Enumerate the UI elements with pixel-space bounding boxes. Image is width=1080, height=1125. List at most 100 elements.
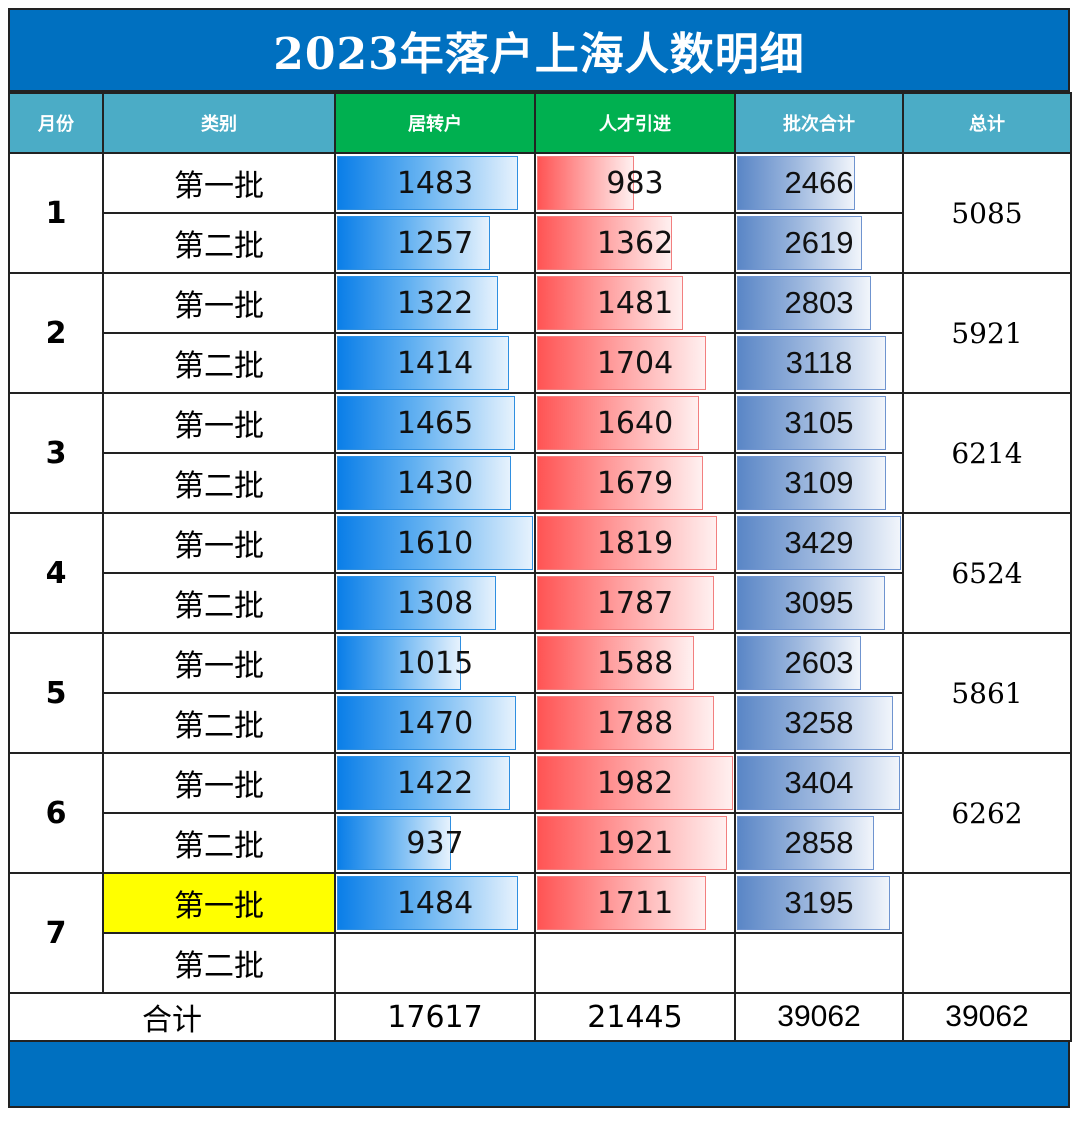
- category-cell[interactable]: 第一批: [102, 392, 336, 454]
- rencai-cell[interactable]: 1787: [534, 572, 736, 634]
- category-cell[interactable]: 第二批: [102, 692, 336, 754]
- category-cell[interactable]: 第二批: [102, 452, 336, 514]
- rencai-cell[interactable]: 1704: [534, 332, 736, 394]
- month-total-cell[interactable]: 5085: [902, 152, 1072, 274]
- rencai-data-bar: [537, 756, 733, 810]
- rencai-cell[interactable]: 983: [534, 152, 736, 214]
- month-cell[interactable]: 6: [8, 752, 104, 874]
- summary-label[interactable]: 合计: [8, 992, 336, 1042]
- summary-batch-sum[interactable]: 39062: [734, 992, 904, 1042]
- pici-data-bar: [737, 336, 886, 390]
- table-row: 第二批 1257 1362 2619: [9, 212, 1071, 274]
- pici-value: 3118: [785, 345, 853, 380]
- category-cell[interactable]: 第一批: [102, 512, 336, 574]
- rencai-cell[interactable]: 1788: [534, 692, 736, 754]
- juzhuan-cell[interactable]: 937: [334, 812, 536, 874]
- juzhuan-cell[interactable]: 1414: [334, 332, 536, 394]
- pici-value: 2466: [784, 165, 854, 200]
- table-row: 2 第一批 1322 1481 2803 5921: [8, 272, 1072, 394]
- table-row: 5 第一批 1015 1588 2603 5861: [8, 632, 1072, 754]
- juzhuan-cell[interactable]: [334, 932, 536, 994]
- header-rencai[interactable]: 人才引进: [534, 92, 736, 154]
- juzhuan-cell[interactable]: 1430: [334, 452, 536, 514]
- juzhuan-cell[interactable]: 1322: [334, 272, 536, 334]
- month-cell[interactable]: 3: [8, 392, 104, 514]
- pici-cell[interactable]: 3258: [734, 692, 904, 754]
- pici-cell[interactable]: 3109: [734, 452, 904, 514]
- rencai-cell[interactable]: 1640: [534, 392, 736, 454]
- juzhuan-data-bar: [337, 216, 490, 270]
- pici-value: 2858: [784, 825, 854, 860]
- month-cell[interactable]: 2: [8, 272, 104, 394]
- category-cell[interactable]: 第一批: [102, 872, 336, 934]
- rencai-cell[interactable]: 1679: [534, 452, 736, 514]
- rencai-value: 1819: [596, 525, 674, 561]
- rencai-data-bar: [537, 456, 703, 510]
- footer-bar: [8, 1042, 1070, 1108]
- month-total-cell[interactable]: 5921: [902, 272, 1072, 394]
- month-total-cell[interactable]: 5861: [902, 632, 1072, 754]
- header-month[interactable]: 月份: [8, 92, 104, 154]
- rencai-value: 1787: [596, 585, 674, 621]
- month-total-cell[interactable]: [902, 872, 1072, 994]
- pici-cell[interactable]: 3095: [734, 572, 904, 634]
- rencai-cell[interactable]: 1362: [534, 212, 736, 274]
- category-cell[interactable]: 第二批: [102, 332, 336, 394]
- pici-cell[interactable]: 3195: [734, 872, 904, 934]
- pici-data-bar: [737, 216, 862, 270]
- category-cell[interactable]: 第二批: [102, 812, 336, 874]
- juzhuan-cell[interactable]: 1483: [334, 152, 536, 214]
- category-cell[interactable]: 第一批: [102, 272, 336, 334]
- rencai-cell[interactable]: 1921: [534, 812, 736, 874]
- pici-cell[interactable]: 3404: [734, 752, 904, 814]
- header-category[interactable]: 类别: [102, 92, 336, 154]
- month-cell[interactable]: 7: [8, 872, 104, 994]
- summary-rencai[interactable]: 21445: [534, 992, 736, 1042]
- month-cell[interactable]: 5: [8, 632, 104, 754]
- summary-juzhuan[interactable]: 17617: [334, 992, 536, 1042]
- rencai-cell[interactable]: 1711: [534, 872, 736, 934]
- pici-cell[interactable]: 2803: [734, 272, 904, 334]
- header-batch-sum[interactable]: 批次合计: [734, 92, 904, 154]
- summary-total[interactable]: 39062: [902, 992, 1072, 1042]
- rencai-cell[interactable]: 1982: [534, 752, 736, 814]
- juzhuan-cell[interactable]: 1470: [334, 692, 536, 754]
- pici-cell[interactable]: 2466: [734, 152, 904, 214]
- pici-cell[interactable]: 3429: [734, 512, 904, 574]
- category-cell[interactable]: 第二批: [102, 932, 336, 994]
- juzhuan-cell[interactable]: 1257: [334, 212, 536, 274]
- juzhuan-cell[interactable]: 1610: [334, 512, 536, 574]
- header-juzhuan[interactable]: 居转户: [334, 92, 536, 154]
- month-cell[interactable]: 1: [8, 152, 104, 274]
- juzhuan-cell[interactable]: 1308: [334, 572, 536, 634]
- month-total-cell[interactable]: 6214: [902, 392, 1072, 514]
- rencai-cell[interactable]: [534, 932, 736, 994]
- juzhuan-cell[interactable]: 1422: [334, 752, 536, 814]
- pici-cell[interactable]: 3105: [734, 392, 904, 454]
- rencai-cell[interactable]: 1819: [534, 512, 736, 574]
- juzhuan-cell[interactable]: 1484: [334, 872, 536, 934]
- month-total-cell[interactable]: 6262: [902, 752, 1072, 874]
- category-cell[interactable]: 第一批: [102, 152, 336, 214]
- pici-value: 3404: [784, 765, 854, 800]
- month-total-cell[interactable]: 6524: [902, 512, 1072, 634]
- juzhuan-cell[interactable]: 1465: [334, 392, 536, 454]
- pici-value: 3429: [784, 525, 854, 560]
- header-total[interactable]: 总计: [902, 92, 1072, 154]
- juzhuan-value: 1465: [396, 405, 474, 441]
- rencai-data-bar: [537, 696, 714, 750]
- month-cell[interactable]: 4: [8, 512, 104, 634]
- rencai-cell[interactable]: 1588: [534, 632, 736, 694]
- pici-cell[interactable]: 3118: [734, 332, 904, 394]
- rencai-cell[interactable]: 1481: [534, 272, 736, 334]
- pici-cell[interactable]: 2858: [734, 812, 904, 874]
- pici-cell[interactable]: [734, 932, 904, 994]
- category-cell[interactable]: 第一批: [102, 752, 336, 814]
- pici-cell[interactable]: 2603: [734, 632, 904, 694]
- pici-cell[interactable]: 2619: [734, 212, 904, 274]
- juzhuan-cell[interactable]: 1015: [334, 632, 536, 694]
- category-cell[interactable]: 第一批: [102, 632, 336, 694]
- category-cell[interactable]: 第二批: [102, 572, 336, 634]
- category-cell[interactable]: 第二批: [102, 212, 336, 274]
- juzhuan-data-bar: [337, 276, 498, 330]
